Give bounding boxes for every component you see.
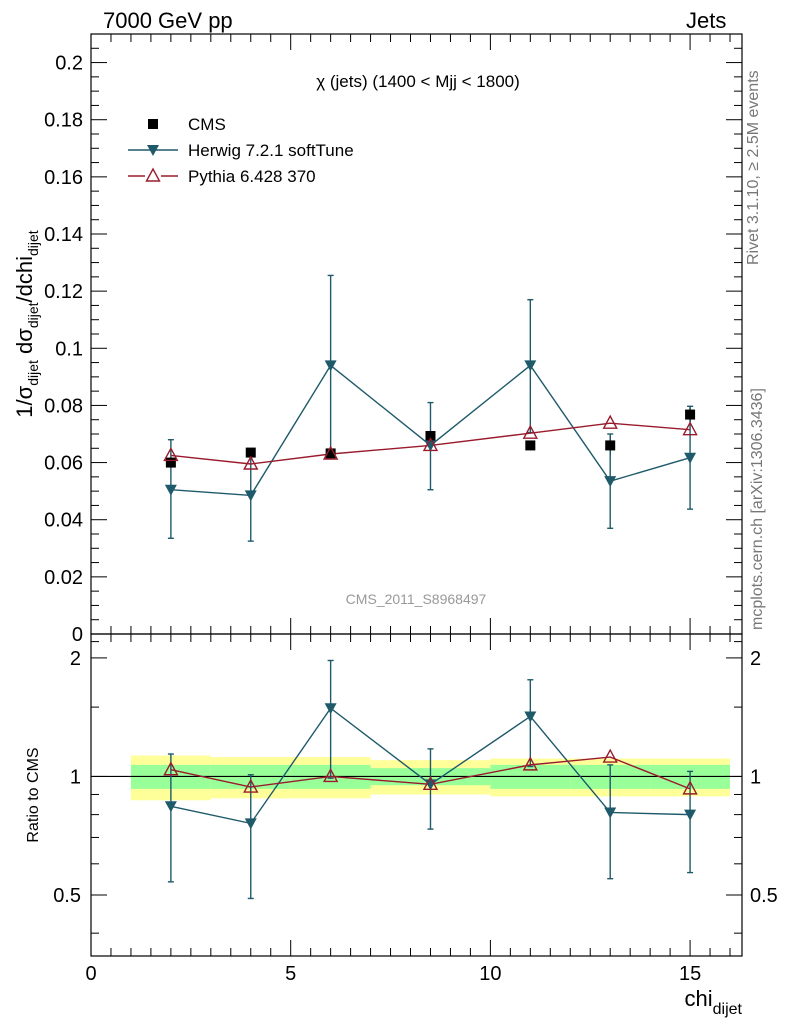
ratio-tick-label-right: 1 xyxy=(750,766,761,788)
legend-pythia-marker xyxy=(145,167,161,182)
x-tick-label: 10 xyxy=(479,963,501,985)
ratio-tick-label-right: 2 xyxy=(750,648,761,670)
ratio-y-axis-label: Ratio to CMS xyxy=(25,747,42,842)
x-axis-label: chidijet xyxy=(685,986,743,1018)
y-tick-label: 0.16 xyxy=(44,167,83,189)
cms-point xyxy=(325,448,336,459)
legend-cms-label: CMS xyxy=(188,115,226,134)
cms-point xyxy=(425,431,436,441)
pythia-ratio-point xyxy=(422,775,439,791)
pythia-point xyxy=(522,424,539,439)
y-tick-label: 0.04 xyxy=(44,510,83,532)
ratio-panel-frame xyxy=(90,633,743,957)
chart-title: χ (jets) (1400 < Mjj < 1800) xyxy=(316,72,520,91)
pythia-point xyxy=(243,455,259,470)
legend: CMS Herwig 7.2.1 softTune Pythia 6.428 370 xyxy=(128,115,354,186)
y-tick-label: 0.14 xyxy=(44,224,83,246)
cms-point xyxy=(685,409,696,420)
main-panel-data xyxy=(163,274,698,542)
herwig-ratio-point xyxy=(524,711,537,723)
y-tick-label: 0.02 xyxy=(44,567,83,589)
cms-point xyxy=(605,440,616,451)
pythia-ratio-point xyxy=(522,756,539,771)
ratio-tick-label-right: 0.5 xyxy=(750,885,778,907)
header-energy-label: 7000 GeV pp xyxy=(103,8,233,33)
legend-pythia-marker-bg xyxy=(145,167,161,184)
x-tick-label: 5 xyxy=(285,963,296,985)
rivet-version-label: Rivet 3.1.10, ≥ 2.5M events xyxy=(745,70,762,265)
pythia-ratio-point xyxy=(322,767,339,783)
pythia-point xyxy=(422,436,439,452)
herwig-ratio-point xyxy=(324,703,337,715)
y-tick-label: 0.12 xyxy=(44,281,83,303)
pythia-ratio-point xyxy=(243,778,259,793)
ratio-tick-label-left: 1 xyxy=(70,766,81,788)
legend-herwig-label: Herwig 7.2.1 softTune xyxy=(188,141,354,160)
watermark: CMS_2011_S8968497 xyxy=(346,591,487,607)
pythia-point xyxy=(322,445,339,460)
tick-labels: 0 0.02 0.04 0.06 0.08 0.1 0.12 0.14 0.16 0.18 0.2 0… xyxy=(44,53,778,985)
herwig-point xyxy=(524,360,537,372)
mcplots-label: mcplots.cern.ch [arXiv:1306.3436] xyxy=(749,388,766,630)
ratio-tick-label-left: 2 xyxy=(70,648,81,670)
herwig-point xyxy=(244,490,257,502)
ratio-panel-data xyxy=(163,659,698,900)
herwig-point xyxy=(684,452,697,464)
pythia-ratio-point xyxy=(682,780,698,795)
x-tick-label: 15 xyxy=(679,963,701,985)
y-tick-label: 0.08 xyxy=(44,395,83,417)
axis-ticks xyxy=(90,33,742,956)
y-tick-label: 0.2 xyxy=(55,53,83,75)
legend-cms-marker xyxy=(148,119,158,129)
legend-pythia-label: Pythia 6.428 370 xyxy=(188,167,316,186)
herwig-ratio-point xyxy=(604,807,617,819)
pythia-point xyxy=(682,421,698,436)
herwig-point xyxy=(164,484,177,496)
x-tick-label: 0 xyxy=(85,963,96,985)
y-tick-label: 0.18 xyxy=(44,110,83,132)
cms-point xyxy=(245,447,256,458)
ratio-uncertainty-bands xyxy=(91,755,742,801)
y-tick-label: 0.06 xyxy=(44,453,83,475)
herwig-ratio-point xyxy=(684,809,697,821)
herwig-point xyxy=(324,360,337,372)
pythia-point xyxy=(602,414,618,429)
header-category-label: Jets xyxy=(686,8,727,33)
herwig-ratio-point xyxy=(244,818,257,830)
y-tick-label: 0 xyxy=(72,624,83,646)
legend-herwig-marker xyxy=(147,145,159,156)
y-tick-label: 0.1 xyxy=(55,338,83,360)
herwig-ratio-point xyxy=(164,801,177,813)
pythia-point xyxy=(163,446,179,462)
cms-point xyxy=(165,457,176,468)
pythia-ratio-point xyxy=(602,748,618,763)
y-axis-label: 1/σdijet dσdijet/dchidijet xyxy=(12,230,41,418)
pythia-ratio-point xyxy=(163,761,179,776)
herwig-point xyxy=(604,476,617,488)
cms-point xyxy=(525,440,536,451)
ratio-tick-label-left: 0.5 xyxy=(53,885,81,907)
